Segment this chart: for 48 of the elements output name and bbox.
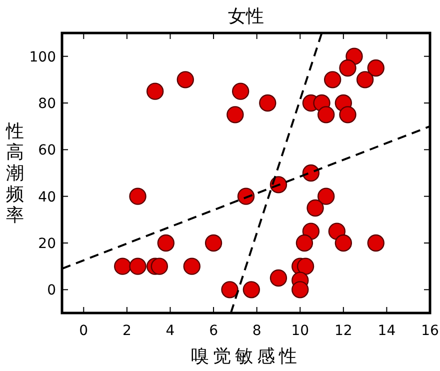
point	[367, 234, 384, 252]
x-tick-label: 8	[252, 323, 262, 339]
point	[296, 258, 314, 275]
point	[339, 106, 356, 124]
point	[324, 71, 342, 88]
point	[204, 234, 222, 252]
x-tick-label: 0	[79, 323, 88, 339]
point	[317, 188, 335, 205]
x-axis-title: 嗅觉敏感性	[191, 346, 301, 367]
x-tick-label: 14	[378, 323, 396, 339]
x-tick-label: 4	[166, 323, 175, 339]
point	[356, 71, 374, 88]
chart-title: 女性	[228, 6, 264, 27]
point	[302, 164, 320, 182]
point	[259, 94, 276, 112]
point	[150, 258, 168, 275]
point	[296, 234, 314, 252]
point	[306, 199, 324, 217]
y-axis-title: 性高潮频率	[5, 121, 24, 226]
point	[242, 281, 260, 298]
point	[221, 281, 238, 298]
point	[183, 258, 200, 275]
y-tick-label: 100	[29, 49, 56, 66]
point	[317, 106, 335, 124]
point	[129, 258, 146, 275]
point	[367, 59, 384, 77]
x-tick-label: 2	[122, 323, 132, 339]
point	[292, 281, 309, 298]
point	[226, 106, 244, 124]
point	[176, 71, 194, 88]
y-tick-label: 20	[38, 236, 56, 252]
point	[157, 234, 175, 252]
x-tick-label: 12	[334, 323, 352, 339]
point	[129, 188, 146, 205]
y-tick-label: 60	[38, 142, 56, 159]
x-tick-label: 6	[209, 323, 218, 339]
point	[339, 59, 356, 77]
y-tick-label: 0	[47, 282, 56, 299]
point	[334, 234, 352, 252]
point	[270, 269, 288, 287]
point	[232, 82, 250, 100]
y-tick-label: 40	[38, 189, 56, 206]
x-tick-label: 16	[421, 323, 439, 339]
y-tick-label: 80	[38, 96, 56, 112]
point	[114, 258, 132, 275]
x-tick-label: 10	[291, 323, 310, 339]
point	[237, 188, 255, 205]
point	[146, 82, 164, 100]
